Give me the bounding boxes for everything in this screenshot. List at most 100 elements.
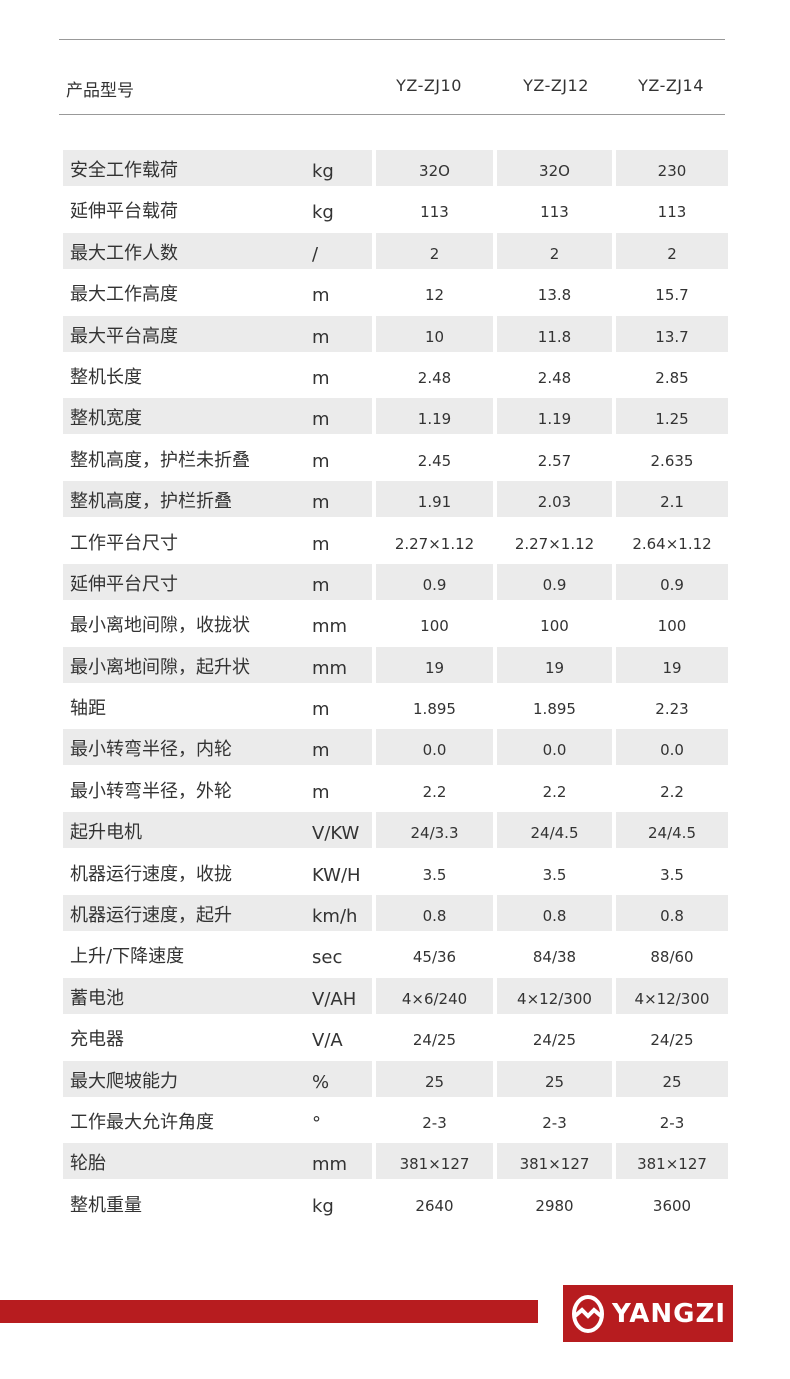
row-bg (497, 977, 612, 1014)
spec-value: 24/25 (412, 1031, 457, 1050)
row-bg (616, 1143, 728, 1180)
table-row: 最大工作高度 m 12 13.8 15.7 (0, 274, 790, 315)
spec-value: 2.48 (537, 368, 572, 387)
row-bg (497, 150, 612, 186)
row-bg (497, 729, 612, 766)
spec-label: 轴距 (70, 698, 106, 720)
spec-value: 2 (667, 244, 677, 263)
spec-value: 32O (419, 162, 450, 180)
spec-label: 整机长度 (70, 366, 142, 388)
table-row: 机器运行速度，起升 km/h 0.8 0.8 0.8 (0, 895, 790, 936)
spec-unit: m (312, 740, 330, 762)
spec-label: 最大平台高度 (70, 325, 178, 347)
header-model-1: YZ-ZJ10 (396, 76, 462, 95)
spec-value: 19 (424, 658, 445, 677)
spec-unit: m (312, 450, 330, 472)
spec-value: 24/25 (532, 1031, 577, 1050)
spec-value: 0.9 (660, 575, 684, 594)
spec-unit: m (312, 492, 330, 514)
table-row: 轮胎 mm 381×127 381×127 381×127 (0, 1143, 790, 1184)
spec-value: 15.7 (655, 286, 689, 305)
spec-value: 12 (424, 286, 445, 305)
yangzi-logo-icon (571, 1294, 604, 1333)
spec-value: 2-3 (542, 1113, 567, 1132)
row-bg (63, 977, 372, 1014)
row-bg (497, 563, 612, 600)
spec-value: 381×127 (519, 1155, 590, 1174)
table-row: 最大平台高度 m 10 11.8 13.7 (0, 315, 790, 357)
spec-value: 0.9 (542, 575, 567, 594)
spec-value: 2.2 (542, 782, 567, 801)
spec-value: 24/25 (650, 1031, 694, 1050)
spec-unit: mm (312, 616, 348, 638)
spec-value: 2-3 (422, 1113, 447, 1132)
header-label: 产品型号 (66, 81, 134, 101)
spec-value: 381×127 (637, 1155, 707, 1174)
spec-value: 100 (540, 617, 569, 636)
table-row: 充电器 V/A 24/25 24/25 24/25 (0, 1019, 790, 1060)
row-bg (616, 398, 728, 435)
row-bg (63, 1143, 372, 1180)
spec-label: 轮胎 (70, 1153, 106, 1175)
spec-label: 延伸平台载荷 (70, 201, 178, 223)
header-model-3: YZ-ZJ14 (638, 76, 704, 95)
spec-value: 381×127 (399, 1155, 470, 1174)
spec-value: 25 (424, 1072, 445, 1091)
spec-value: 0.8 (542, 907, 567, 926)
spec-value: 2.48 (417, 368, 452, 387)
spec-value: 0.8 (660, 907, 684, 926)
spec-value: 100 (420, 617, 449, 636)
spec-value: 2.2 (422, 782, 447, 801)
spec-value: 2.27×1.12 (394, 534, 475, 553)
table-row: 工作平台尺寸 m 2.27×1.12 2.27×1.12 2.64×1.12 (0, 523, 790, 564)
brand-logo: YANGZI (563, 1285, 733, 1342)
row-bg (376, 812, 493, 849)
header-divider (59, 114, 725, 115)
spec-value: 0.0 (542, 741, 567, 760)
spec-value: 45/36 (412, 948, 457, 967)
spec-value: 32O (539, 162, 570, 180)
row-bg (497, 1060, 612, 1097)
spec-table: 安全工作载荷 kg 32O 32O 230 延伸平台载荷 kg 113 113 113 最大工作人数… (0, 150, 790, 1226)
row-bg (376, 977, 493, 1014)
table-row: 最大工作人数 / 2 2 2 (0, 232, 790, 274)
row-bg (376, 1143, 493, 1180)
row-bg (616, 315, 728, 352)
spec-value: 3.5 (422, 865, 447, 884)
row-bg (497, 812, 612, 849)
spec-unit: m (312, 781, 330, 803)
table-row: 整机高度，护栏折叠 m 1.91 2.03 2.1 (0, 481, 790, 522)
spec-label: 最大工作人数 (70, 242, 178, 264)
table-row: 最小转弯半径，外轮 m 2.2 2.2 2.2 (0, 771, 790, 812)
spec-value: 2.57 (537, 451, 572, 470)
table-row: 轴距 m 1.895 1.895 2.23 (0, 688, 790, 729)
spec-value: 25 (662, 1072, 682, 1091)
spec-unit: V/KW (312, 823, 360, 845)
row-bg (376, 646, 493, 683)
spec-value: 3.5 (542, 865, 567, 884)
row-bg (63, 232, 372, 269)
spec-label: 起升电机 (70, 822, 142, 844)
table-row: 整机高度，护栏未折叠 m 2.45 2.57 2.635 (0, 440, 790, 481)
spec-unit: m (312, 367, 330, 389)
table-row: 蓄电池 V/AH 4×6/240 4×12/300 4×12/300 (0, 977, 790, 1019)
spec-unit: sec (312, 947, 343, 969)
spec-unit: KW/H (312, 864, 361, 886)
row-bg (616, 481, 728, 518)
spec-label: 最小转弯半径，外轮 (70, 780, 232, 802)
spec-unit: kg (312, 202, 334, 224)
row-bg (63, 646, 372, 683)
spec-value: 19 (662, 658, 682, 677)
spec-value: 2.45 (417, 451, 452, 470)
table-row: 起升电机 V/KW 24/3.3 24/4.5 24/4.5 (0, 812, 790, 853)
table-row: 最大爬坡能力% 25 25 25 (0, 1060, 790, 1102)
spec-value: 1.19 (537, 410, 572, 429)
row-bg (63, 150, 372, 186)
spec-unit: / (312, 243, 319, 265)
spec-unit: m (312, 326, 330, 348)
spec-unit: mm (312, 1154, 348, 1176)
row-bg (616, 1060, 728, 1097)
spec-label: 最小离地间隙，收拢状 (70, 615, 250, 637)
table-row: 工作最大允许角度 ° 2-3 2-3 2-3 (0, 1102, 790, 1143)
table-row: 整机宽度 m 1.19 1.19 1.25 (0, 398, 790, 439)
